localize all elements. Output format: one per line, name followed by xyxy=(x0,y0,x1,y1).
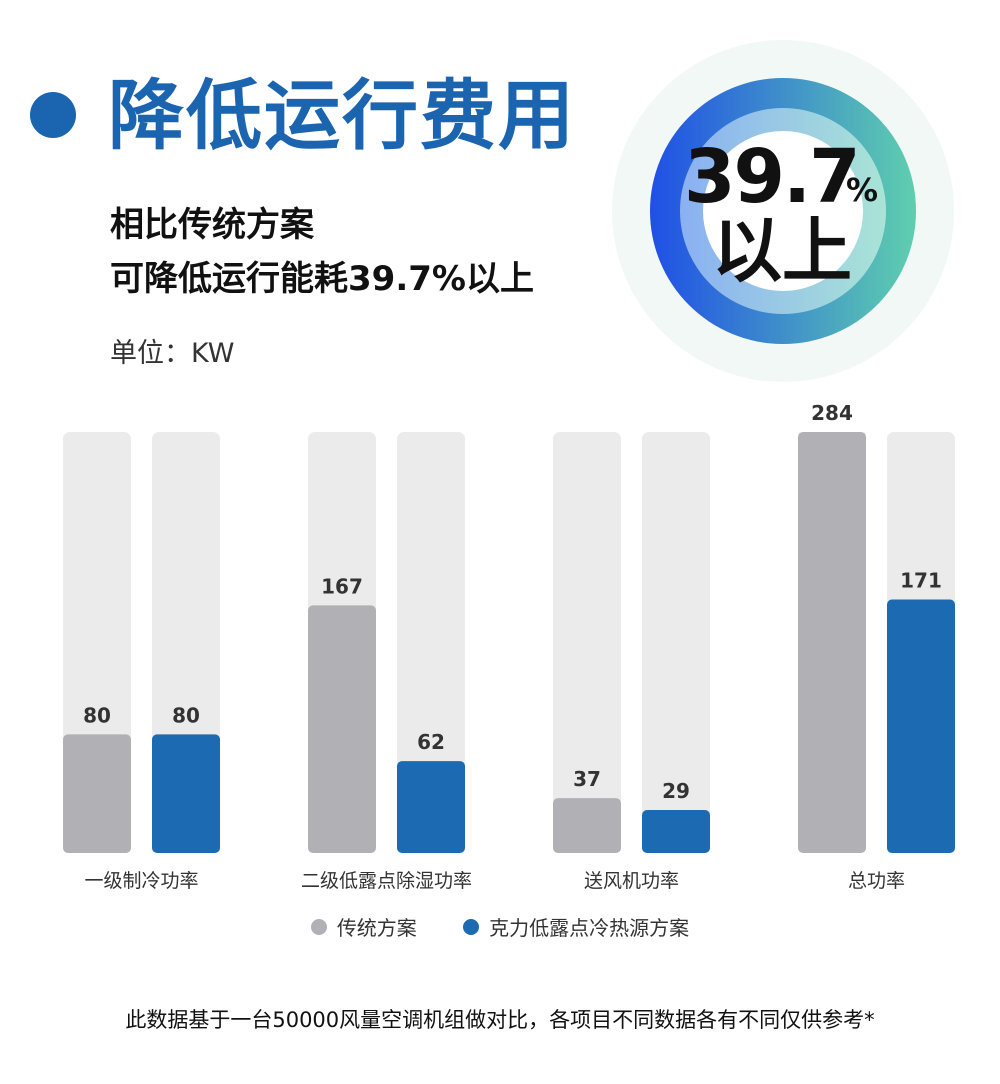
category-label-1: 二级低露点除湿功率 xyxy=(301,870,472,892)
bar-track-new-scheme-2 xyxy=(642,432,710,853)
bar-new-scheme-2 xyxy=(642,810,710,853)
bar-traditional-2 xyxy=(553,798,621,853)
data-label-traditional-3: 284 xyxy=(811,401,853,425)
legend-label-new-scheme: 克力低露点冷热源方案 xyxy=(489,916,690,940)
badge-percent-sign: % xyxy=(846,171,879,209)
legend: 传统方案 克力低露点冷热源方案 xyxy=(0,912,1000,941)
footnote: 此数据基于一台50000风量空调机组做对比，各项目不同数据各有不同仅供参考* xyxy=(125,1008,875,1032)
badge-suffix: 以上 xyxy=(712,210,852,292)
bar-traditional-1 xyxy=(308,605,376,853)
bar-track-new-scheme-1 xyxy=(397,432,465,853)
legend-dot-traditional xyxy=(310,918,327,935)
legend-item-traditional: 传统方案 xyxy=(310,912,417,941)
badge-text: 39.7 % 以上 xyxy=(612,40,954,382)
power-comparison-chart: 80 80 一级制冷功率 167 62 二级低露点除湿功率 37 29 送风机功率 284 171 总… xyxy=(63,401,955,892)
legend-item-new-scheme: 克力低露点冷热源方案 xyxy=(463,912,689,941)
category-label-2: 送风机功率 xyxy=(584,870,679,892)
bar-new-scheme-0 xyxy=(152,734,220,853)
badge-center xyxy=(703,131,863,291)
data-label-new-scheme-1: 62 xyxy=(417,730,445,754)
legend-label-traditional: 传统方案 xyxy=(336,916,417,940)
unit-label: 单位：KW xyxy=(110,338,235,369)
title-bullet xyxy=(30,92,76,138)
bar-new-scheme-3 xyxy=(887,599,955,853)
data-label-traditional-1: 167 xyxy=(321,574,363,598)
bar-new-scheme-1 xyxy=(397,761,465,853)
data-label-new-scheme-0: 80 xyxy=(172,703,200,727)
data-label-traditional-2: 37 xyxy=(573,767,601,791)
badge-value: 39.7 xyxy=(684,134,861,220)
data-label-new-scheme-3: 171 xyxy=(900,568,942,592)
legend-dot-new-scheme xyxy=(463,918,480,935)
bar-traditional-0 xyxy=(63,734,131,853)
category-label-3: 总功率 xyxy=(848,870,905,892)
page-title: 降低运行费用 xyxy=(108,71,576,160)
data-label-traditional-0: 80 xyxy=(83,703,111,727)
subtitle-line-1: 相比传统方案 xyxy=(110,205,314,245)
savings-badge xyxy=(612,40,954,382)
category-label-0: 一级制冷功率 xyxy=(84,870,198,892)
data-label-new-scheme-2: 29 xyxy=(662,779,690,803)
subtitle: 相比传统方案 可降低运行能耗39.7%以上 xyxy=(110,198,534,306)
bar-track-traditional-2 xyxy=(553,432,621,853)
bar-traditional-3 xyxy=(798,431,866,853)
subtitle-line-2: 可降低运行能耗39.7%以上 xyxy=(110,259,534,299)
